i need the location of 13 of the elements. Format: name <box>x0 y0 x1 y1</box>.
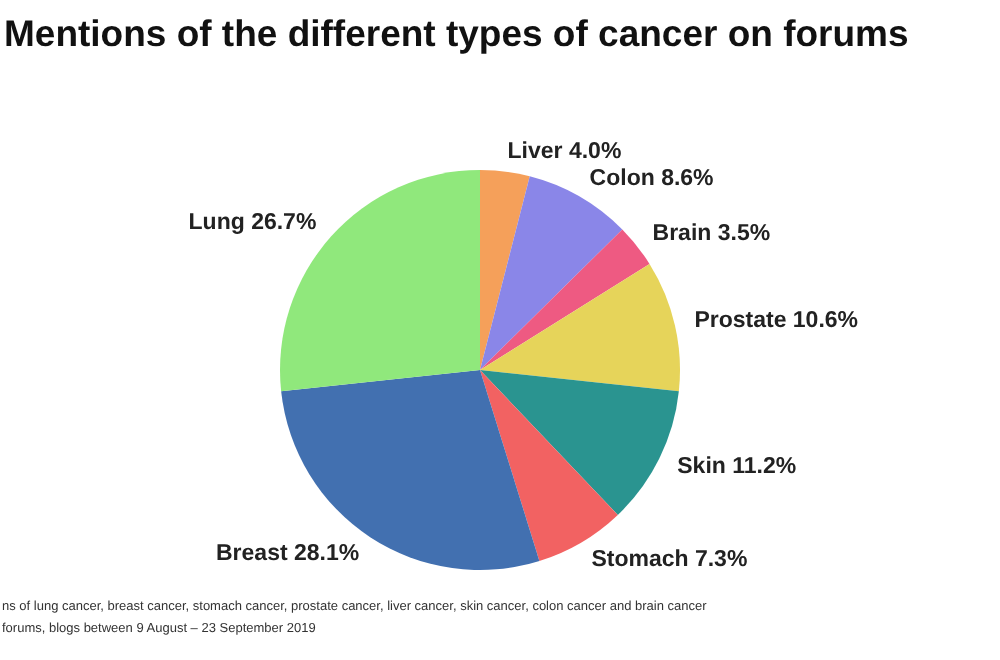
slice-label: Brain 3.5% <box>652 221 771 246</box>
slice-label: Prostate 10.6% <box>694 308 859 333</box>
slice-label: Skin 11.2% <box>677 455 797 480</box>
slice-label: Stomach 7.3% <box>591 547 748 572</box>
slice-label: Colon 8.6% <box>589 167 714 192</box>
pie-slice <box>480 229 650 370</box>
slice-label: Lung 26.7% <box>188 210 317 235</box>
pie-slice <box>480 370 679 515</box>
slice-label: Breast 28.1% <box>216 541 360 566</box>
chart-title: Mentions of the different types of cancer on forums <box>4 12 909 54</box>
slice-label: Liver 4.0% <box>507 139 622 164</box>
pie-slice <box>480 170 530 370</box>
pie-slice <box>480 263 680 392</box>
